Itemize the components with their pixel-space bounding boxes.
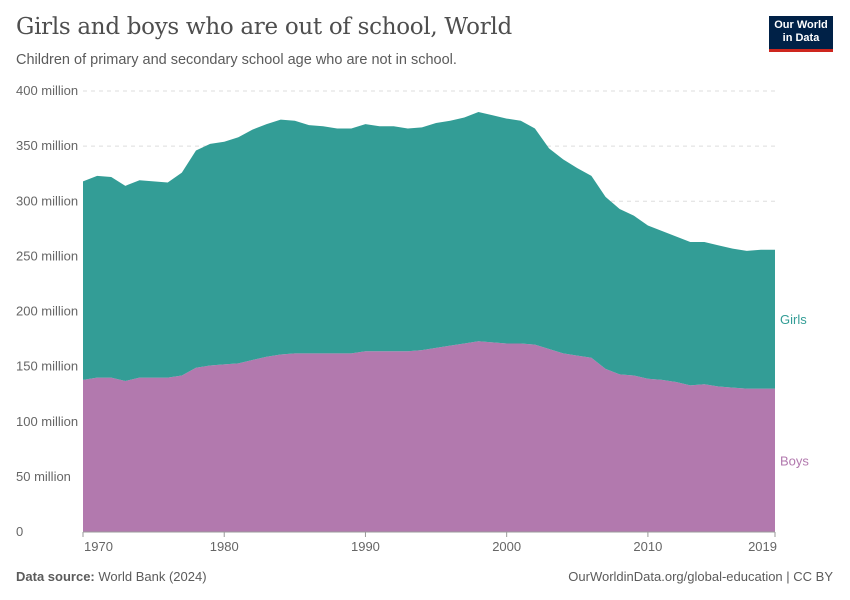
x-tick-label: 1980: [210, 539, 239, 554]
logo-line2: in Data: [782, 32, 820, 44]
y-tick-label: 200 million: [16, 304, 78, 319]
logo-line1: Our World: [774, 19, 828, 31]
y-tick-label: 250 million: [16, 248, 78, 263]
area-girls: [83, 111, 775, 389]
x-tick-label: 2019: [748, 539, 777, 554]
y-tick-label: 400 million: [16, 83, 78, 98]
license-link[interactable]: OurWorldinData.org/global-education | CC…: [568, 569, 833, 584]
x-tick-label: 2000: [492, 539, 521, 554]
chart-title: Girls and boys who are out of school, Wo…: [16, 14, 512, 40]
data-source: Data source: World Bank (2024): [16, 569, 207, 584]
y-tick-label: 50 million: [16, 469, 71, 484]
owid-logo[interactable]: Our World in Data: [769, 16, 833, 52]
chart-subtitle: Children of primary and secondary school…: [16, 52, 457, 68]
area-boys: [83, 341, 775, 532]
x-tick-label: 1970: [84, 539, 113, 554]
y-tick-label: 350 million: [16, 138, 78, 153]
x-tick-label: 2010: [633, 539, 662, 554]
y-tick-label: 100 million: [16, 414, 78, 429]
x-tick-label: 1990: [351, 539, 380, 554]
source-label: Data source:: [16, 569, 95, 584]
legend-label-boys: Boys: [780, 453, 809, 468]
y-tick-label: 0: [16, 524, 23, 539]
source-text[interactable]: World Bank (2024): [98, 569, 207, 584]
legend-label-girls: Girls: [780, 312, 807, 327]
y-tick-label: 150 million: [16, 359, 78, 374]
y-tick-label: 300 million: [16, 193, 78, 208]
